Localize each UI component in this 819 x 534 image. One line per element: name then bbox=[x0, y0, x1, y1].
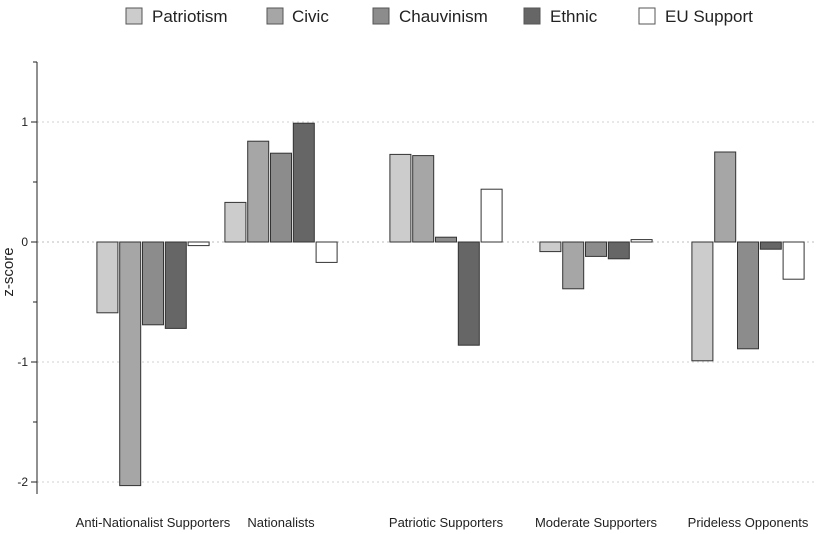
legend-swatch-eu-support bbox=[638, 7, 656, 25]
bar-civic bbox=[412, 155, 435, 243]
bar-ethnic bbox=[457, 241, 480, 346]
bar-chauvinism bbox=[142, 241, 164, 326]
x-category-label: Patriotic Supporters bbox=[389, 515, 504, 530]
bar-civic bbox=[562, 241, 585, 290]
y-tick-label: 1 bbox=[21, 115, 28, 129]
bar-eu-support bbox=[480, 188, 503, 243]
bar-ethnic bbox=[164, 241, 187, 329]
bar-civic bbox=[119, 241, 142, 487]
bars bbox=[96, 122, 805, 487]
bar-civic bbox=[714, 151, 737, 243]
bar-chauvinism bbox=[435, 236, 457, 243]
legend-swatch-chauvinism bbox=[372, 7, 390, 25]
legend-swatch-patriotism bbox=[125, 7, 143, 25]
bar-ethnic bbox=[292, 122, 315, 243]
legend-swatch-ethnic bbox=[523, 7, 541, 25]
legend-label-chauvinism: Chauvinism bbox=[399, 7, 488, 26]
bar-patriotism bbox=[691, 241, 714, 362]
bar-patriotism bbox=[224, 201, 247, 243]
bar-eu-support bbox=[315, 241, 338, 263]
x-category-label: Prideless Opponents bbox=[688, 515, 809, 530]
bar-ethnic bbox=[607, 241, 630, 260]
bar-ethnic bbox=[759, 241, 782, 250]
bar-patriotism bbox=[539, 241, 562, 253]
y-tick-label: -1 bbox=[17, 355, 28, 369]
bar-chauvinism bbox=[585, 241, 607, 257]
y-tick-label: -2 bbox=[17, 475, 28, 489]
x-category-label: Anti-Nationalist Supporters bbox=[76, 515, 231, 530]
bar-chauvinism bbox=[270, 152, 292, 243]
bar-eu-support bbox=[630, 239, 653, 243]
bar-patriotism bbox=[389, 153, 412, 243]
bar-eu-support bbox=[187, 241, 210, 247]
y-axis: -2 -1 0 1 bbox=[17, 61, 38, 494]
legend-label-ethnic: Ethnic bbox=[550, 7, 598, 26]
legend-label-patriotism: Patriotism bbox=[152, 7, 228, 26]
legend-label-eu-support: EU Support bbox=[665, 7, 753, 26]
legend: Patriotism Civic Chauvinism Ethnic EU Su… bbox=[125, 7, 753, 26]
bar-patriotism bbox=[96, 241, 119, 314]
x-category-label: Nationalists bbox=[247, 515, 315, 530]
x-axis-labels: Anti-Nationalist Supporters Nationalists P… bbox=[76, 515, 809, 530]
legend-label-civic: Civic bbox=[292, 7, 329, 26]
bar-chauvinism bbox=[737, 241, 759, 350]
x-category-label: Moderate Supporters bbox=[535, 515, 658, 530]
legend-swatch-civic bbox=[266, 7, 284, 25]
bar-eu-support bbox=[782, 241, 805, 280]
bar-civic bbox=[247, 140, 270, 243]
y-tick-label: 0 bbox=[21, 235, 28, 249]
y-axis-label: z-score bbox=[0, 247, 17, 296]
